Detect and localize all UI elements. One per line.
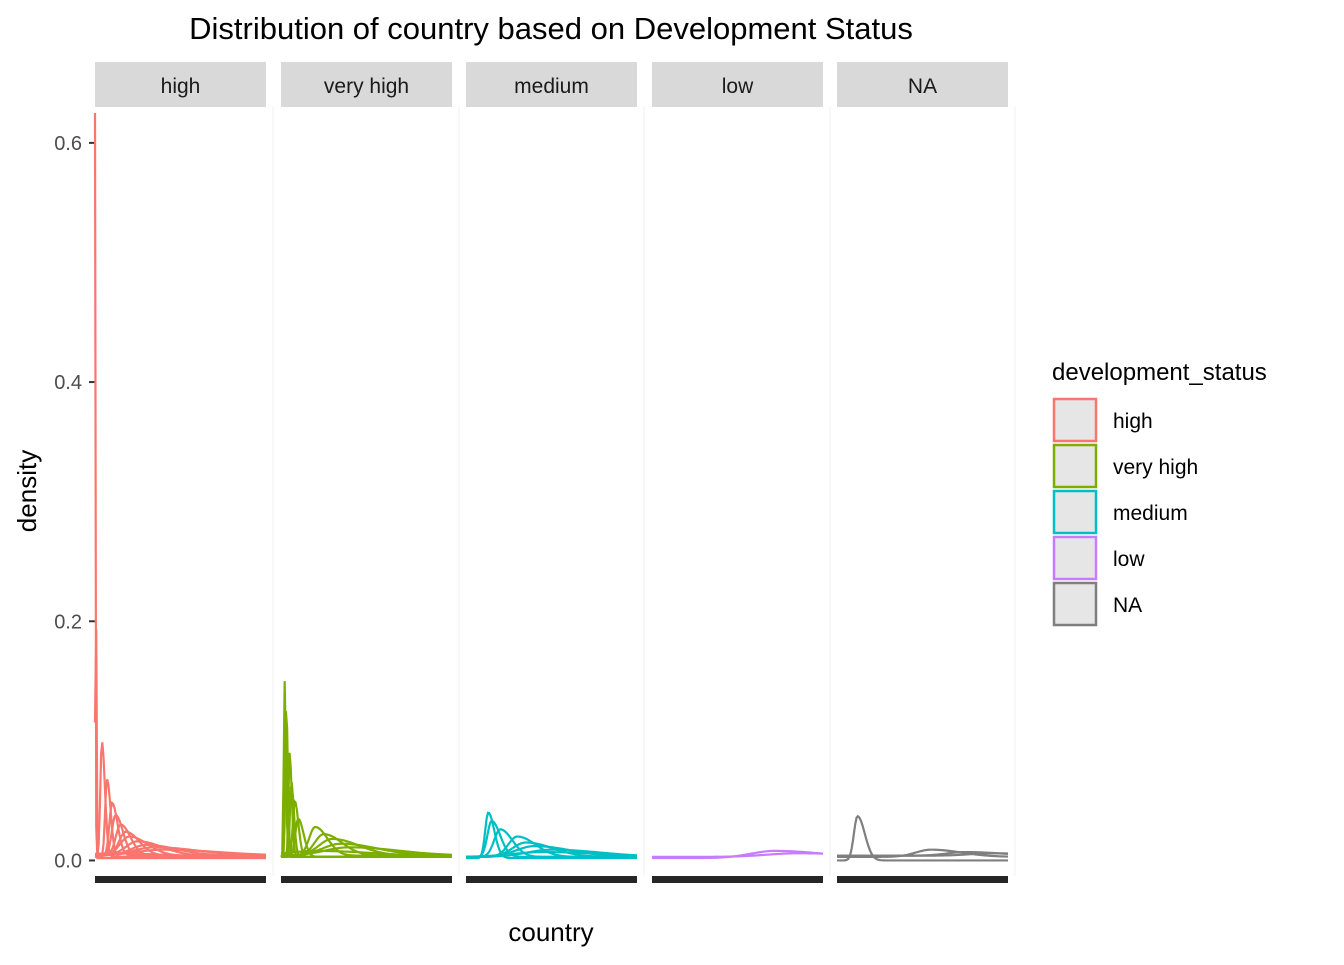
- y-tick-label: 0.2: [54, 611, 82, 633]
- legend-label: very high: [1113, 456, 1198, 479]
- facet-strip-label: NA: [908, 75, 937, 98]
- density-curve: [652, 852, 824, 858]
- density-curve: [280, 849, 453, 858]
- density-curve: [280, 846, 453, 857]
- x-tick-band: [652, 876, 823, 883]
- y-tick-label: 0.0: [54, 850, 82, 872]
- y-tick-label: 0.4: [54, 372, 82, 394]
- facet-panel-high: high: [93, 62, 274, 883]
- facet-strip: [652, 62, 823, 107]
- legend-key: [1052, 535, 1098, 581]
- facet-panels: high very high medium low NA: [93, 62, 1016, 883]
- x-tick-band: [281, 876, 452, 883]
- facet-strip: [466, 62, 637, 107]
- facet-panel-na: NA: [837, 62, 1016, 883]
- legend-item: low: [1052, 535, 1145, 581]
- legend-label: medium: [1113, 502, 1188, 525]
- facet-panel-medium: medium: [465, 62, 645, 883]
- legend-key: [1052, 581, 1098, 627]
- legend-title: development_status: [1052, 359, 1267, 386]
- density-curve: [466, 811, 637, 860]
- facet-strip: [837, 62, 1008, 107]
- legend-item: medium: [1052, 489, 1188, 535]
- density-curve: [837, 848, 1009, 858]
- facet-strip-label: high: [161, 75, 201, 98]
- density-curve: [837, 814, 1008, 862]
- legend-items: high very high medium low NA: [1052, 397, 1198, 627]
- facet-strip-label: very high: [324, 75, 409, 98]
- x-tick-band: [466, 876, 637, 883]
- x-tick-band: [837, 876, 1008, 883]
- y-tick-label: 0.6: [54, 133, 82, 155]
- legend-key: [1052, 397, 1098, 443]
- density-curve: [837, 852, 1009, 857]
- density-curve: [465, 850, 638, 858]
- facet-panel-very-high: very high: [280, 62, 460, 883]
- x-tick-band: [95, 876, 266, 883]
- facet-strip: [281, 62, 452, 107]
- y-axis: 0.0 0.2 0.4 0.6: [54, 133, 95, 872]
- y-axis-label: density: [12, 450, 42, 532]
- legend-item: NA: [1052, 581, 1142, 627]
- facet-panel-low: low: [652, 62, 831, 883]
- facet-strip: [95, 62, 266, 107]
- legend-key: [1052, 489, 1098, 535]
- legend-label: low: [1113, 548, 1145, 571]
- legend-key: [1052, 443, 1098, 489]
- facet-strip-label: medium: [514, 75, 589, 98]
- legend: development_status high very high medium lo…: [1052, 359, 1267, 627]
- legend-label: NA: [1113, 594, 1142, 617]
- legend-label: high: [1113, 410, 1153, 433]
- x-axis-label: country: [508, 917, 593, 947]
- density-curve: [94, 852, 267, 859]
- legend-item: very high: [1052, 443, 1198, 489]
- chart-title: Distribution of country based on Develop…: [189, 11, 913, 46]
- facet-strip-label: low: [722, 75, 754, 98]
- legend-item: high: [1052, 397, 1153, 443]
